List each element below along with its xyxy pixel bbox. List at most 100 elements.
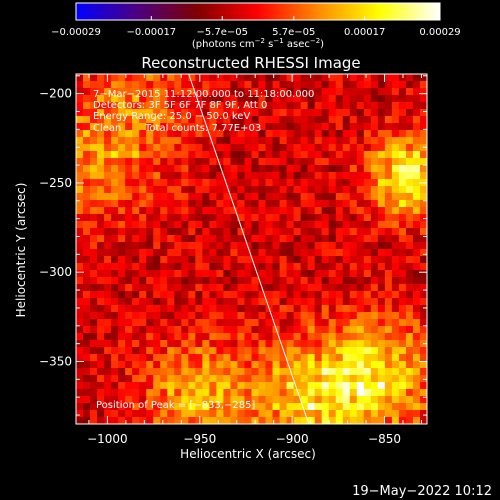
heatmap-cell [118,221,126,229]
heatmap-cell [342,389,351,397]
heatmap-cell [377,333,386,341]
heatmap-cell [90,361,98,369]
heatmap-cell [111,417,119,425]
heatmap-cell [111,305,119,313]
heatmap-cell [125,326,133,334]
heatmap-cell [237,382,245,390]
heatmap-cell [146,354,154,362]
heatmap-cell [349,298,358,306]
heatmap-cell [230,347,238,355]
heatmap-cell [160,130,168,138]
heatmap-cell [195,207,203,215]
heatmap-cell [195,396,203,404]
heatmap-cell [405,137,414,145]
heatmap-cell [363,312,372,320]
heatmap-cell [314,333,323,341]
heatmap-cell [258,305,266,313]
heatmap-cell [125,228,133,236]
heatmap-cell [139,403,147,411]
heatmap-cell [195,354,203,362]
heatmap-cell [349,291,358,299]
heatmap-cell [195,228,203,236]
heatmap-cell [412,165,421,173]
heatmap-cell [216,228,224,236]
heatmap-cell [223,235,231,243]
heatmap-cell [237,116,245,124]
heatmap-cell [321,375,330,383]
heatmap-cell [76,410,84,418]
heatmap-cell [384,277,393,285]
heatmap-cell [167,235,175,243]
heatmap-cell [335,326,344,334]
heatmap-cell [349,214,358,222]
heatmap-cell [314,361,323,369]
heatmap-cell [244,368,252,376]
heatmap-cell [398,277,407,285]
heatmap-cell [342,102,351,110]
heatmap-cell [153,130,161,138]
heatmap-cell [90,123,98,131]
heatmap-cell [419,172,428,180]
heatmap-cell [405,200,414,208]
heatmap-cell [83,242,91,250]
heatmap-cell [97,74,105,82]
heatmap-cell [104,291,112,299]
heatmap-cell [167,256,175,264]
heatmap-cell [398,130,407,138]
heatmap-cell [83,410,91,418]
heatmap-cell [90,116,98,124]
heatmap-cell [384,389,393,397]
heatmap-cell [153,347,161,355]
heatmap-cell [412,396,421,404]
heatmap-cell [405,354,414,362]
heatmap-cell [258,389,266,397]
heatmap-cell [125,151,133,159]
heatmap-cell [237,130,245,138]
heatmap-cell [356,326,365,334]
heatmap-cell [251,284,259,292]
heatmap-cell [321,263,330,271]
heatmap-cell [76,312,84,320]
heatmap-cell [104,312,112,320]
heatmap-cell [244,109,252,117]
heatmap-cell [251,305,259,313]
heatmap-cell [307,403,316,411]
heatmap-cell [83,375,91,383]
heatmap-cell [286,228,295,236]
heatmap-cell [419,158,428,166]
heatmap-cell [419,333,428,341]
heatmap-cell [335,228,344,236]
heatmap-cell [230,382,238,390]
heatmap-cell [328,102,337,110]
heatmap-cell [405,242,414,250]
heatmap-cell [209,298,217,306]
heatmap-cell [97,340,105,348]
heatmap-cell [391,284,400,292]
heatmap-cell [258,228,266,236]
heatmap-cell [391,319,400,327]
heatmap-cell [258,396,266,404]
heatmap-cell [258,123,266,131]
heatmap-cell [132,361,140,369]
heatmap-cell [286,389,295,397]
heatmap-cell [83,347,91,355]
heatmap-cell [237,333,245,341]
heatmap-cell [363,333,372,341]
heatmap-cell [377,228,386,236]
heatmap-cell [370,354,379,362]
heatmap-cell [216,368,224,376]
heatmap-cell [146,312,154,320]
heatmap-cell [97,277,105,285]
heatmap-cell [412,242,421,250]
heatmap-cell [286,291,295,299]
heatmap-cell [76,81,84,89]
heatmap-cell [321,361,330,369]
heatmap-cell [160,95,168,103]
heatmap-cell [370,151,379,159]
heatmap-cell [167,319,175,327]
heatmap-cell [419,165,428,173]
heatmap-cell [321,81,330,89]
heatmap-cell [258,277,266,285]
heatmap-cell [76,277,84,285]
